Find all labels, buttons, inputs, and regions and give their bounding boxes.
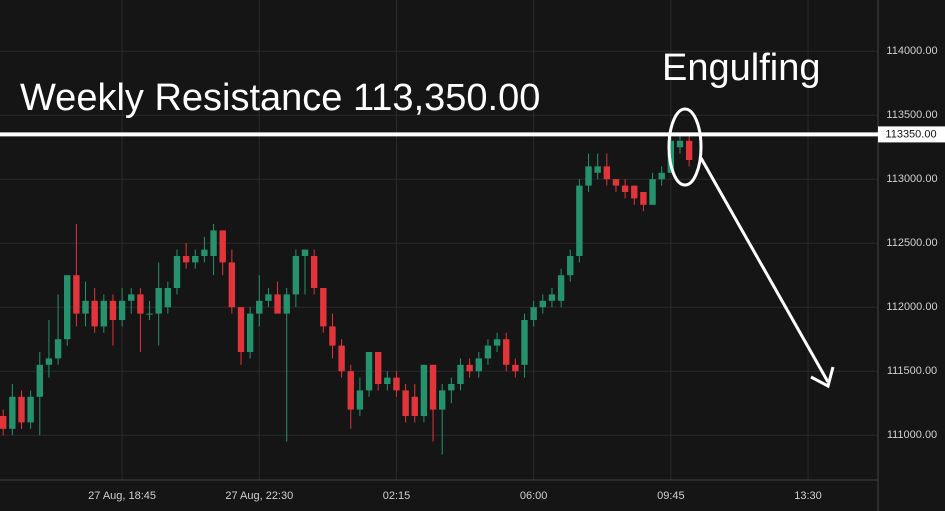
candle-body — [649, 179, 656, 205]
candle-body — [484, 345, 492, 359]
candle-body — [146, 313, 153, 315]
candle-body — [530, 307, 537, 320]
y-tick-label: 112000.00 — [886, 301, 937, 313]
candle-body — [631, 185, 638, 199]
y-tick-label: 112500.00 — [886, 237, 937, 249]
candle-body — [27, 396, 34, 423]
candle-body — [512, 364, 519, 372]
candle-body — [585, 166, 592, 186]
candle-body — [82, 300, 89, 314]
y-tick-label: 111000.00 — [887, 429, 937, 441]
y-tick-label: 113000.00 — [886, 173, 937, 185]
x-tick-label: 06:00 — [520, 490, 548, 502]
x-tick-label: 02:15 — [383, 490, 411, 502]
candle-body — [548, 294, 556, 301]
candle-body — [118, 300, 126, 320]
candle-body — [164, 288, 172, 308]
x-tick-label: 09:45 — [657, 490, 685, 502]
candle-body — [45, 358, 53, 365]
candle-body — [685, 140, 693, 160]
candle-body — [274, 294, 281, 314]
candle-body — [676, 140, 684, 148]
arrow-shaft — [699, 157, 830, 383]
candle-body — [329, 326, 336, 346]
candle-body — [356, 390, 364, 410]
candle-body — [640, 192, 647, 205]
candle-body — [210, 230, 217, 256]
candle-body — [73, 275, 80, 314]
candle-body — [155, 288, 162, 314]
highlight-ellipse — [667, 107, 703, 187]
candle-body — [237, 307, 245, 352]
candle-body — [283, 294, 290, 314]
candle-body — [347, 371, 354, 410]
candle-body — [475, 358, 482, 372]
candle-body — [137, 294, 144, 314]
candle-body — [228, 262, 236, 308]
candle-body — [374, 352, 382, 384]
candle-body — [18, 396, 25, 423]
candle-body — [621, 185, 629, 192]
candle-body — [393, 377, 400, 391]
candle-body — [576, 185, 583, 256]
candle-body — [36, 364, 43, 397]
candle-body — [265, 294, 272, 301]
pattern-annotation: Engulfing — [662, 47, 820, 89]
candle-body — [219, 230, 226, 263]
candle-body — [301, 249, 309, 256]
candle-body — [91, 300, 98, 327]
candle-body — [246, 313, 254, 352]
candle-body — [182, 256, 190, 263]
x-tick-label: 27 Aug, 18:45 — [88, 490, 156, 502]
candle-body — [192, 256, 199, 263]
candle-body — [128, 294, 135, 301]
candle-body — [457, 364, 464, 384]
candle-body — [603, 166, 611, 180]
candle-body — [320, 288, 327, 327]
candle-body — [201, 249, 208, 256]
candle-body — [9, 396, 16, 429]
y-tick-label: 111500.00 — [887, 365, 937, 377]
candle-body — [64, 275, 71, 340]
candle-body — [503, 339, 510, 365]
candle-body — [466, 364, 473, 372]
candle-body — [448, 384, 455, 391]
candle-body — [402, 390, 409, 416]
y-tick-label: 113500.00 — [886, 109, 937, 121]
resistance-price-label: 113350.00 — [885, 128, 936, 140]
candle-body — [256, 300, 263, 314]
candle-body — [420, 364, 428, 416]
x-tick-label: 27 Aug, 22:30 — [225, 490, 293, 502]
candle-body — [384, 377, 391, 384]
resistance-annotation: Weekly Resistance 113,350.00 — [20, 77, 540, 119]
y-tick-label: 114000.00 — [886, 45, 937, 57]
candle-body — [0, 416, 7, 429]
candle-body — [612, 179, 620, 186]
candle-body — [310, 256, 318, 288]
candle-body — [54, 339, 62, 359]
candle-body — [173, 256, 181, 288]
candle-body — [365, 352, 373, 391]
candle-body — [521, 320, 528, 365]
candle-body — [557, 275, 565, 301]
arrow-head — [810, 366, 835, 389]
candle-body — [338, 345, 345, 372]
candle-body — [594, 166, 601, 173]
candle-body — [100, 300, 108, 327]
x-tick-label: 13:30 — [794, 490, 822, 502]
resistance-price-box — [878, 126, 945, 143]
candle-body — [411, 396, 418, 416]
candle-body — [658, 172, 665, 180]
candle-body — [439, 390, 446, 410]
candle-body — [567, 256, 574, 276]
candle-body — [109, 300, 117, 320]
candle-body — [493, 339, 501, 346]
candle-body — [429, 364, 437, 410]
candle-body — [292, 256, 300, 295]
candle-body — [539, 300, 547, 308]
